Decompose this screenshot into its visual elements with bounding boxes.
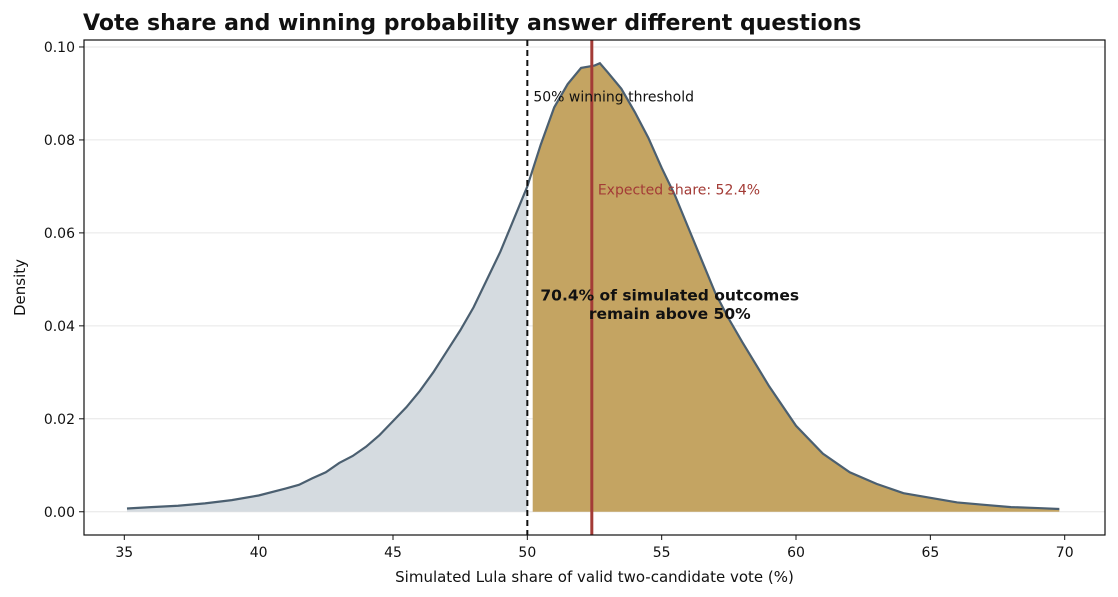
y-axis-label: Density: [11, 259, 29, 316]
chart-title: Vote share and winning probability answe…: [83, 11, 861, 36]
y-tick-label: 0.04: [44, 319, 75, 335]
y-tick-label: 0.08: [44, 133, 75, 149]
probability-annotation-line2: remain above 50%: [589, 305, 751, 323]
y-tick-label: 0.02: [44, 412, 75, 428]
x-axis-label: Simulated Lula share of valid two-candid…: [395, 568, 794, 586]
threshold-annotation: 50% winning threshold: [533, 90, 694, 106]
y-axis: 0.00 0.02 0.04 0.06 0.08 0.10: [44, 40, 84, 521]
x-tick-label: 65: [921, 545, 939, 561]
x-tick-label: 35: [115, 545, 133, 561]
x-tick-label: 55: [653, 545, 671, 561]
x-tick-label: 70: [1056, 545, 1074, 561]
density-fill-below-threshold: [126, 186, 528, 512]
y-tick-label: 0.06: [44, 226, 75, 242]
plot-frame: [83, 39, 1106, 536]
x-tick-label: 60: [787, 545, 805, 561]
y-tick-label: 0.00: [44, 505, 75, 521]
x-axis: 35 40 45 50 55 60 65 70: [115, 535, 1074, 561]
expected-share-annotation: Expected share: 52.4%: [598, 183, 760, 199]
x-tick-label: 45: [384, 545, 402, 561]
x-tick-label: 50: [518, 545, 536, 561]
y-tick-label: 0.10: [44, 40, 75, 56]
probability-annotation-line1: 70.4% of simulated outcomes: [540, 287, 799, 305]
x-tick-label: 40: [250, 545, 268, 561]
density-curve: [126, 61, 1060, 511]
